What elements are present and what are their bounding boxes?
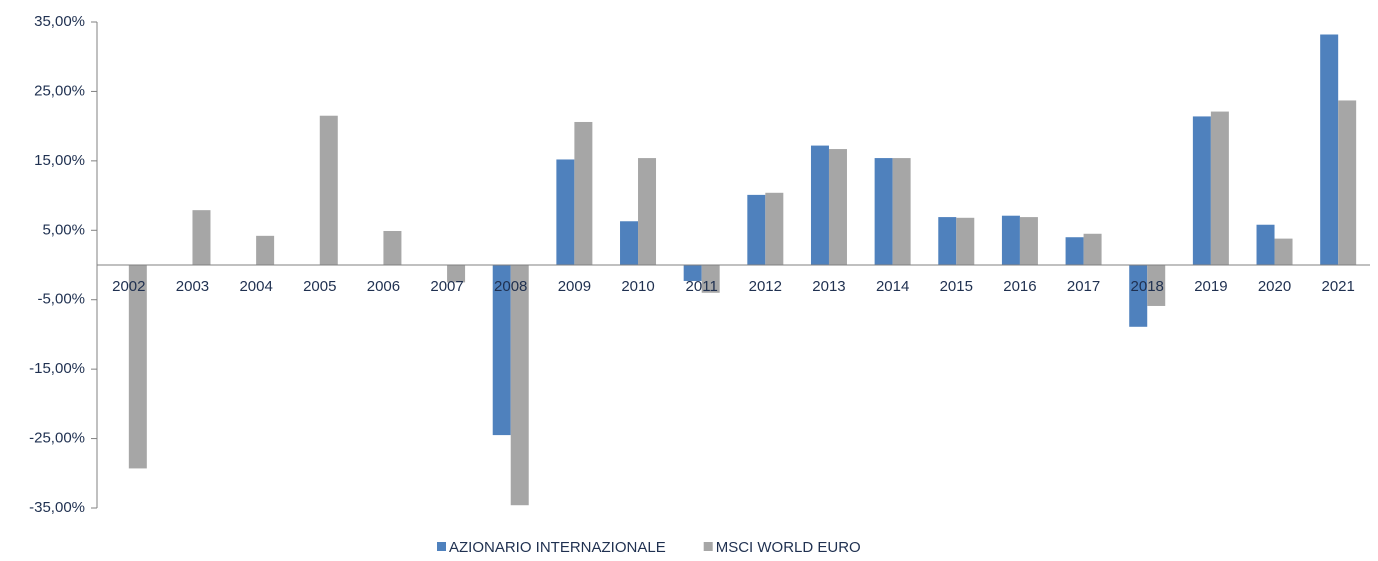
- bar: [683, 265, 702, 281]
- bar: [765, 192, 784, 265]
- x-tick-label: 2004: [239, 278, 272, 295]
- x-tick-label: 2019: [1194, 278, 1227, 295]
- bar: [447, 265, 466, 283]
- x-tick-label: 2009: [558, 278, 591, 295]
- x-tick-label: 2017: [1067, 278, 1100, 295]
- bar: [556, 159, 575, 265]
- legend-label: MSCI WORLD EURO: [716, 539, 861, 556]
- bar: [956, 217, 975, 265]
- bar: [638, 158, 657, 265]
- bar: [510, 265, 529, 506]
- legend-swatch: [703, 542, 713, 551]
- bar: [1192, 116, 1211, 266]
- y-tick-label: -5,00%: [37, 291, 85, 308]
- bar: [1129, 265, 1148, 327]
- bar: [1210, 111, 1229, 265]
- y-tick-label: 35,00%: [34, 13, 85, 30]
- x-tick-label: 2015: [940, 278, 973, 295]
- y-tick-label: 15,00%: [34, 152, 85, 169]
- bar: [892, 158, 911, 265]
- bar: [1256, 224, 1275, 265]
- x-tick-label: 2014: [876, 278, 909, 295]
- bar: [1019, 217, 1038, 265]
- bar: [874, 158, 893, 265]
- bar: [1338, 100, 1357, 265]
- bar: [810, 145, 829, 265]
- bar: [1083, 233, 1102, 265]
- x-tick-label: 2011: [686, 278, 718, 295]
- bar: [574, 121, 593, 265]
- x-tick-label: 2003: [176, 278, 209, 295]
- bar: [747, 194, 766, 265]
- x-tick-label: 2012: [749, 278, 782, 295]
- bar: [128, 265, 147, 469]
- x-tick-label: 2002: [112, 278, 145, 295]
- x-tick-label: 2013: [812, 278, 845, 295]
- bar: [1001, 215, 1020, 265]
- bar: [1274, 238, 1293, 265]
- legend-label: AZIONARIO INTERNAZIONALE: [449, 539, 666, 556]
- x-tick-label: 2010: [621, 278, 654, 295]
- y-tick-label: 25,00%: [34, 82, 85, 99]
- x-tick-label: 2008: [494, 278, 527, 295]
- y-tick-label: -35,00%: [29, 499, 85, 516]
- x-tick-label: 2007: [430, 278, 463, 295]
- bar: [492, 265, 511, 436]
- bar: [256, 235, 275, 265]
- bar: [192, 210, 211, 265]
- x-tick-label: 2021: [1321, 278, 1354, 295]
- x-tick-label: 2016: [1003, 278, 1036, 295]
- legend-swatch: [437, 542, 446, 551]
- bar: [1065, 237, 1084, 265]
- bar: [828, 149, 847, 265]
- y-tick-label: 5,00%: [42, 221, 85, 238]
- y-tick-label: -15,00%: [29, 360, 85, 377]
- bar: [319, 115, 338, 265]
- bar: [1320, 34, 1339, 265]
- x-tick-label: 2018: [1131, 278, 1164, 295]
- x-tick-label: 2020: [1258, 278, 1291, 295]
- y-tick-label: -25,00%: [29, 430, 85, 447]
- bar: [701, 265, 720, 293]
- x-tick-label: 2006: [367, 278, 400, 295]
- bar: [620, 221, 639, 265]
- bar: [938, 217, 957, 265]
- bar: [383, 230, 402, 265]
- bar: [1147, 265, 1166, 306]
- x-tick-label: 2005: [303, 278, 336, 295]
